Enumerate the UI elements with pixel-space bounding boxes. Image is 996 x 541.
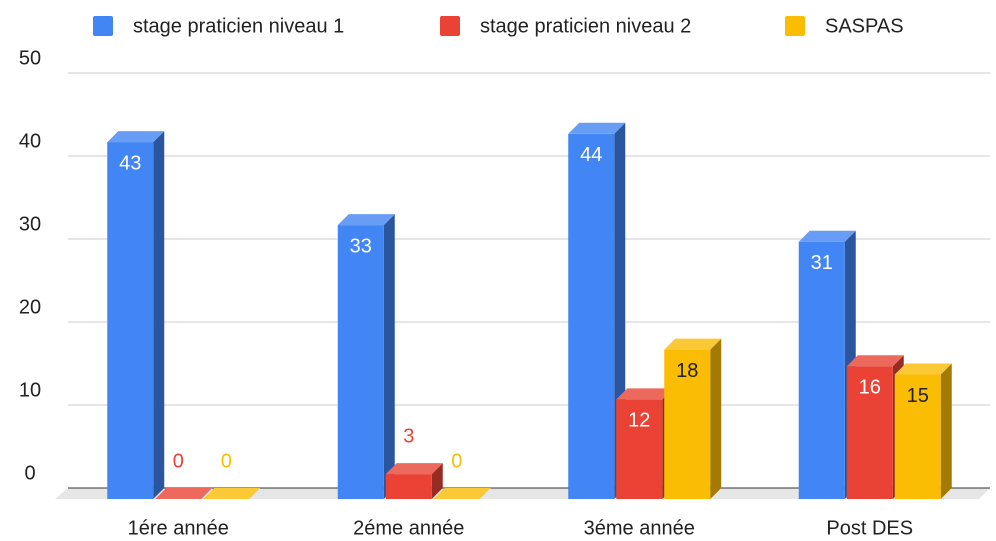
x-tick-label: 2éme année bbox=[353, 517, 464, 539]
legend-swatch bbox=[785, 16, 805, 36]
bar-top bbox=[894, 363, 952, 375]
bar-top bbox=[203, 488, 261, 499]
bar-front bbox=[107, 142, 154, 499]
bar-top bbox=[385, 463, 443, 475]
data-label: 0 bbox=[173, 450, 184, 472]
bar-top bbox=[155, 488, 213, 499]
bar bbox=[155, 488, 213, 499]
bar-top bbox=[337, 214, 395, 226]
bar-front bbox=[337, 225, 384, 499]
y-tick-label: 0 bbox=[24, 462, 35, 484]
y-tick-label: 30 bbox=[19, 213, 41, 235]
legend-label: stage praticien niveau 2 bbox=[480, 15, 691, 37]
bar bbox=[433, 488, 491, 499]
bar-side bbox=[710, 338, 722, 499]
legend-label: stage praticien niveau 1 bbox=[133, 15, 344, 37]
x-tick-label: Post DES bbox=[826, 517, 913, 539]
data-label: 16 bbox=[859, 376, 881, 398]
legend-label: SASPAS bbox=[825, 15, 904, 37]
bar-side bbox=[431, 463, 443, 499]
y-tick-label: 50 bbox=[19, 47, 41, 69]
data-label: 3 bbox=[403, 425, 414, 447]
bar bbox=[568, 122, 626, 500]
bar-top bbox=[798, 230, 856, 242]
data-label: 44 bbox=[580, 144, 602, 166]
data-label: 43 bbox=[119, 152, 141, 174]
data-label: 0 bbox=[451, 450, 462, 472]
x-tick-label: 3éme année bbox=[584, 517, 695, 539]
bar-side bbox=[383, 214, 395, 499]
x-tick-label: 1ére année bbox=[128, 517, 229, 539]
bar-side bbox=[153, 131, 165, 499]
bar-top bbox=[107, 131, 165, 143]
data-label: 15 bbox=[907, 385, 929, 407]
legend-swatch bbox=[440, 16, 460, 36]
data-label: 0 bbox=[221, 450, 232, 472]
bar-front bbox=[568, 133, 615, 500]
bar bbox=[107, 131, 165, 499]
y-tick-label: 40 bbox=[19, 130, 41, 152]
data-label: 31 bbox=[811, 252, 833, 274]
data-label: 33 bbox=[350, 235, 372, 257]
bar bbox=[664, 338, 722, 499]
bar-front bbox=[385, 474, 432, 499]
y-tick-label: 10 bbox=[19, 379, 41, 401]
bar bbox=[337, 214, 395, 499]
bar-top bbox=[433, 488, 491, 499]
data-label: 12 bbox=[628, 410, 650, 432]
bar bbox=[385, 463, 443, 499]
bar-top bbox=[568, 122, 626, 134]
bar-front bbox=[664, 349, 711, 499]
bar bbox=[894, 363, 952, 499]
bar-front bbox=[798, 241, 845, 499]
bar bbox=[203, 488, 261, 499]
y-tick-label: 20 bbox=[19, 296, 41, 318]
bar-front bbox=[894, 374, 941, 499]
legend-swatch bbox=[93, 16, 113, 36]
bar-front bbox=[846, 366, 893, 499]
bar-side bbox=[940, 363, 952, 499]
bar-top bbox=[846, 355, 904, 367]
data-label: 18 bbox=[676, 360, 698, 382]
bar-top bbox=[664, 338, 722, 350]
bar-front bbox=[616, 399, 663, 499]
bar-top bbox=[616, 388, 674, 400]
floor bbox=[55, 488, 990, 499]
